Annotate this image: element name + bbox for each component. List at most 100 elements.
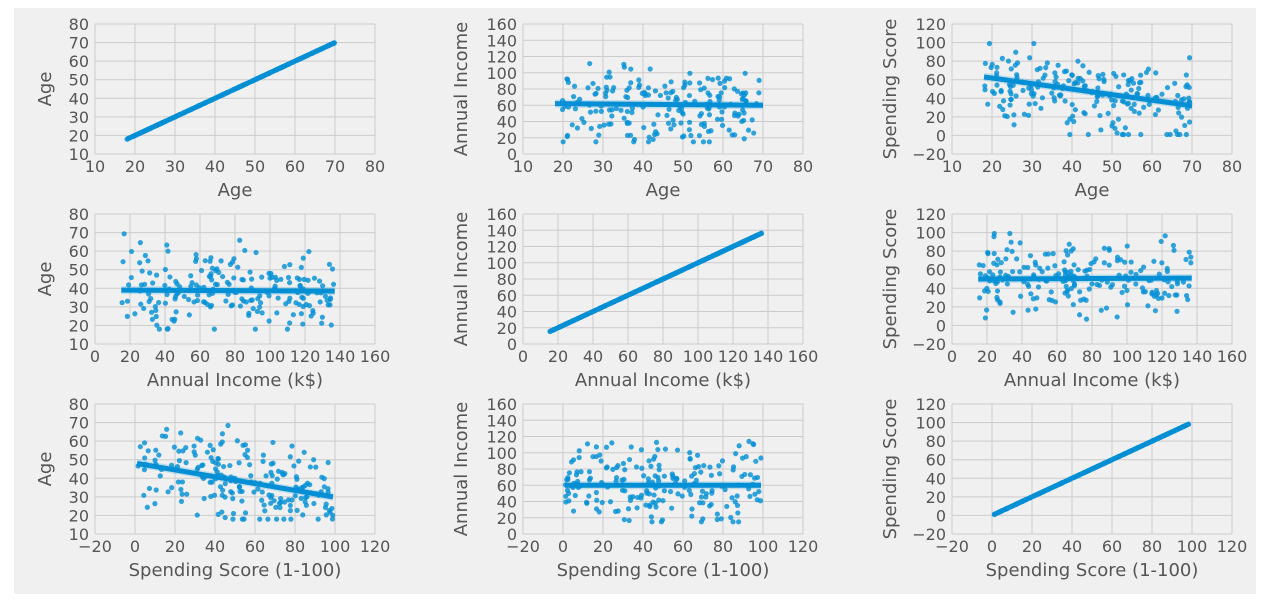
x-tick-label: 120 xyxy=(718,347,749,366)
scatter-point xyxy=(323,501,329,507)
scatter-point xyxy=(703,494,709,500)
scatter-point xyxy=(305,277,311,283)
scatter-point xyxy=(644,487,650,494)
scatter-point xyxy=(1185,296,1191,303)
scatter-point xyxy=(977,271,984,277)
scatter-point xyxy=(645,85,652,91)
scatter-point xyxy=(207,442,213,448)
scatter-point xyxy=(622,467,628,473)
scatter-point xyxy=(251,489,257,495)
scatter-point xyxy=(211,326,217,332)
x-tick-label: 50 xyxy=(1102,157,1122,176)
scatter-point xyxy=(1094,98,1100,104)
scatter-point xyxy=(1175,92,1181,99)
regression-line xyxy=(125,40,337,142)
y-tick-label: 20 xyxy=(497,509,517,528)
scatter-point xyxy=(164,426,170,432)
scatter-point xyxy=(734,493,740,499)
scatter-point xyxy=(287,507,293,514)
scatter-point xyxy=(749,117,755,123)
scatter-point xyxy=(227,462,233,469)
y-tick-label: 40 xyxy=(926,469,946,488)
y-tick-label: 20 xyxy=(69,126,89,145)
scatter-point xyxy=(604,87,610,93)
scatter-point xyxy=(1139,285,1146,291)
scatter-point xyxy=(1069,72,1075,78)
scatter-point xyxy=(1026,101,1032,107)
scatter-point xyxy=(302,499,308,505)
scatter-point xyxy=(678,120,684,126)
scatter-point xyxy=(719,116,725,122)
scatter-point xyxy=(566,470,572,476)
x-tick-label: 140 xyxy=(1182,347,1213,366)
y-tick-label: 80 xyxy=(69,205,89,224)
scatter-point xyxy=(252,326,258,332)
scatter-point xyxy=(994,70,1000,76)
scatter-point xyxy=(990,272,996,278)
scatter-point xyxy=(209,265,216,271)
scatter-point xyxy=(756,90,762,96)
scatter-point xyxy=(278,496,284,502)
scatter-point xyxy=(645,139,652,145)
scatter-point xyxy=(1152,308,1159,314)
scatter-point xyxy=(982,87,988,93)
scatter-point xyxy=(201,299,207,305)
scatter-point xyxy=(1006,82,1013,88)
y-tick-label: 80 xyxy=(926,432,946,451)
scatter-point xyxy=(1114,130,1120,136)
scatter-point xyxy=(179,479,186,485)
scatter-point xyxy=(753,458,759,464)
scatter-point xyxy=(699,488,706,494)
scatter-point xyxy=(1031,40,1037,47)
scatter-point xyxy=(989,61,995,68)
scatter-point xyxy=(1017,269,1023,275)
scatter-point xyxy=(1176,110,1182,116)
scatter-point xyxy=(239,498,245,504)
scatter-point xyxy=(604,464,610,470)
scatter-point xyxy=(237,237,243,243)
scatter-point xyxy=(146,485,153,492)
scatter-point xyxy=(660,498,666,504)
scatter-point xyxy=(573,472,580,478)
scatter-point xyxy=(572,492,578,499)
scatter-point xyxy=(708,472,714,478)
scatter-point xyxy=(1153,292,1159,298)
x-tick-label: 120 xyxy=(360,537,391,556)
scatter-point xyxy=(179,491,185,497)
scatter-point xyxy=(1096,76,1102,82)
scatter-point xyxy=(1128,105,1134,111)
scatter-point xyxy=(210,458,216,464)
y-tick-label: 10 xyxy=(69,525,89,544)
scatter-point xyxy=(1030,296,1036,302)
x-tick-label: 0 xyxy=(558,537,568,556)
y-tick-label: 80 xyxy=(926,242,946,261)
y-tick-label: 160 xyxy=(486,395,517,414)
scatter-point xyxy=(228,489,234,495)
scatter-point xyxy=(1133,281,1139,287)
scatter-point xyxy=(661,473,667,479)
x-tick-label: 20 xyxy=(1022,537,1042,556)
y-tick-label: 70 xyxy=(69,34,89,53)
y-tick-label: 80 xyxy=(69,15,89,34)
scatter-point xyxy=(718,516,724,522)
scatter-point xyxy=(698,494,705,500)
scatter-point xyxy=(178,498,185,504)
scatter-point xyxy=(296,458,302,464)
scatter-point xyxy=(1138,131,1144,138)
scatter-point xyxy=(230,496,236,502)
scatter-point xyxy=(1078,297,1084,303)
scatter-point xyxy=(641,89,648,96)
scatter-point xyxy=(286,298,292,304)
scatter-point xyxy=(631,139,637,145)
y-tick-label: 10 xyxy=(69,335,89,354)
y-tick-label: 60 xyxy=(926,71,946,90)
scatter-point xyxy=(586,493,592,499)
scatter-point xyxy=(1124,302,1131,308)
scatter-point xyxy=(164,242,170,248)
scatter-point xyxy=(231,275,237,281)
scatter-point xyxy=(1052,98,1058,104)
scatter-point xyxy=(138,282,144,288)
scatter-point xyxy=(289,443,295,449)
scatter-point xyxy=(1125,81,1131,88)
scatter-point xyxy=(1039,95,1046,101)
